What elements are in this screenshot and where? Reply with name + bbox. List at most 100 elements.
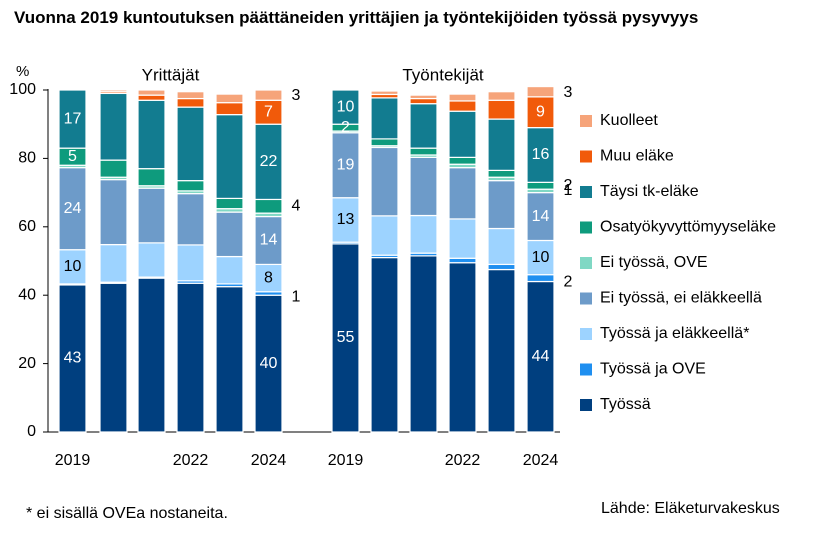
bar-segment <box>331 243 360 433</box>
bar-segment <box>176 106 205 182</box>
bar-segment <box>409 156 438 217</box>
legend-label: Työssä ja OVE <box>600 361 706 378</box>
legend-label: Osatyökyvyttömyyseläke <box>600 219 776 236</box>
outer-data-label: 1 <box>292 289 301 306</box>
bar-segment <box>526 280 555 433</box>
legend-swatch <box>580 257 592 269</box>
bar-segment <box>215 93 244 104</box>
segment-data-label: 40 <box>260 355 278 372</box>
outer-data-label: 3 <box>564 84 573 101</box>
bar-segment <box>99 179 128 246</box>
segment-data-label: 10 <box>532 249 550 266</box>
x-tick-label: 2022 <box>445 452 481 469</box>
bar-segment <box>448 218 477 259</box>
bar-segment <box>215 114 244 200</box>
bar-segment <box>370 90 399 96</box>
legend-label: Työssä <box>600 396 651 413</box>
legend-swatch <box>580 150 592 163</box>
segment-data-label: 9 <box>536 103 545 120</box>
bar-segment <box>176 193 205 246</box>
segment-data-label: 44 <box>532 348 550 365</box>
source-note: Lähde: Eläketurvakeskus <box>601 500 780 517</box>
bar-segment <box>331 89 360 125</box>
y-tick-label: 0 <box>27 423 36 440</box>
bar-segment <box>526 274 555 283</box>
segment-data-label: 13 <box>337 211 355 228</box>
y-tick-label: 60 <box>18 218 36 235</box>
legend-label: Ei työssä, ei eläkkeellä <box>600 290 762 307</box>
y-tick-label: 100 <box>9 81 36 98</box>
bar-segment <box>448 167 477 220</box>
bar-segment <box>176 91 205 100</box>
bar-segment <box>448 257 477 264</box>
bar-segment <box>99 282 128 433</box>
legend-label: Työssä ja eläkkeellä* <box>600 325 749 342</box>
bar-segment <box>487 118 516 171</box>
bar-segment <box>58 89 87 149</box>
bar-segment <box>137 187 166 244</box>
bar-segment <box>254 198 283 214</box>
bar-segment <box>176 97 205 108</box>
segment-data-label: 5 <box>68 148 77 165</box>
bar-segment <box>99 89 128 93</box>
bar-segment <box>409 103 438 149</box>
y-tick-label: 80 <box>18 150 36 167</box>
bar-segment <box>526 127 555 183</box>
legend-swatch <box>580 186 592 198</box>
bar-segment <box>99 243 128 283</box>
legend-swatch <box>580 363 592 376</box>
segment-data-label: 7 <box>264 103 273 120</box>
bar-segment <box>487 99 516 120</box>
bar-segment <box>254 215 283 266</box>
bar-segment <box>58 167 87 251</box>
bar-segment <box>215 255 244 285</box>
segment-data-label: 17 <box>64 110 82 127</box>
bar-segment <box>370 215 399 256</box>
outer-data-label: 2 <box>564 177 573 194</box>
outer-data-label: 2 <box>564 273 573 290</box>
bar-segment <box>137 94 166 101</box>
y-tick-label: 40 <box>18 286 36 303</box>
bar-segment <box>487 268 516 433</box>
bar-segment <box>215 211 244 258</box>
bar-segment <box>448 93 477 102</box>
legend-swatch <box>580 328 592 340</box>
bar-segment <box>487 180 516 230</box>
bar-segment <box>370 146 399 217</box>
chart-title: Vuonna 2019 kuntoutuksen päättäneiden yr… <box>14 8 699 27</box>
x-tick-label: 2024 <box>523 452 559 469</box>
legend-swatch <box>580 221 592 234</box>
bar-segment <box>99 92 128 161</box>
bar-segment <box>254 123 283 201</box>
legend-swatch <box>580 115 592 127</box>
bar-segment <box>448 156 477 165</box>
x-tick-label: 2019 <box>55 452 91 469</box>
bar-segment <box>137 277 166 433</box>
bar-segment <box>526 181 555 190</box>
legend-label: Ei työssä, OVE <box>600 254 708 271</box>
bar-segment <box>409 94 438 100</box>
outer-data-label: 3 <box>292 87 301 104</box>
bar-segment <box>137 242 166 278</box>
outer-data-label: 4 <box>292 197 301 214</box>
x-tick-label: 2022 <box>173 452 209 469</box>
bar-segment <box>331 132 360 199</box>
legend-label: Kuolleet <box>600 112 658 129</box>
bar-segment <box>370 138 399 147</box>
segment-data-label: 10 <box>337 98 355 115</box>
y-tick-label: 20 <box>18 355 36 372</box>
legend-label: Muu eläke <box>600 148 674 165</box>
bar-segment <box>448 100 477 112</box>
segment-data-label: 19 <box>337 156 355 173</box>
bar-segment <box>58 249 87 285</box>
bar-segment <box>526 85 555 98</box>
bar-segment <box>487 263 516 271</box>
bar-segment <box>176 244 205 282</box>
segment-data-label: 22 <box>260 153 278 170</box>
bar-segment <box>215 286 244 433</box>
bar-segment <box>409 255 438 433</box>
segment-data-label: 43 <box>64 350 82 367</box>
segment-data-label: 16 <box>532 146 550 163</box>
bar-segment <box>215 102 244 116</box>
